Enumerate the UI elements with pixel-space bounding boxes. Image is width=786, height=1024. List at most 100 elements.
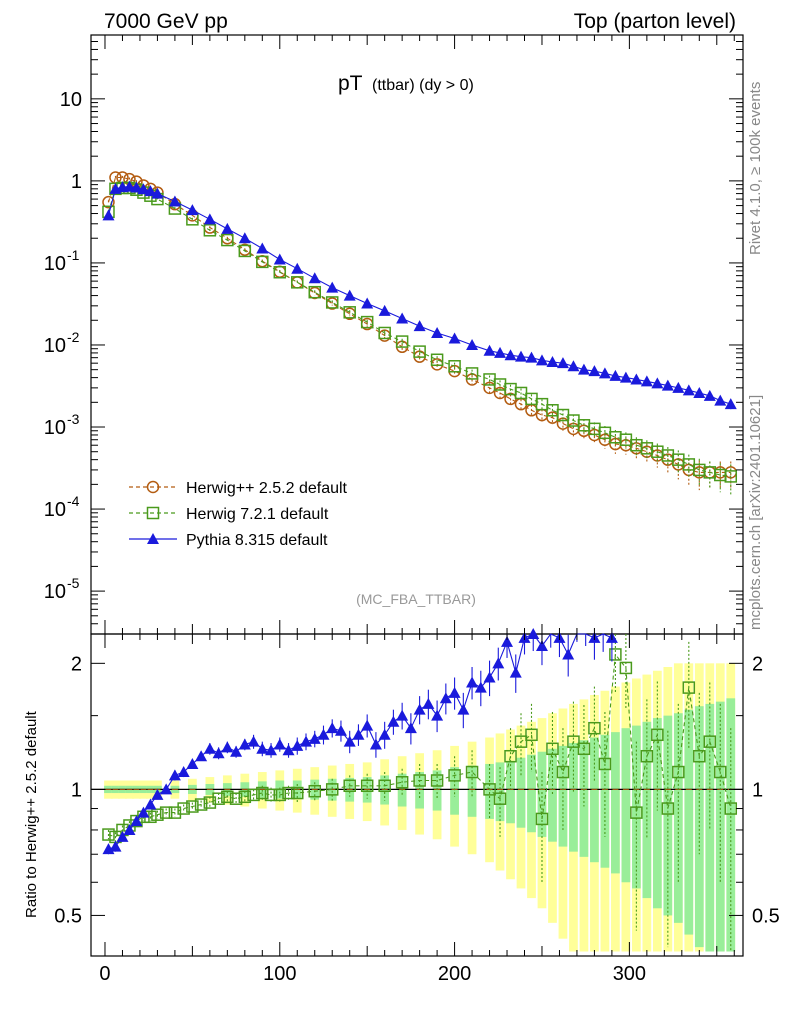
point-pythia xyxy=(413,320,426,332)
ratio-xtick-label: 300 xyxy=(613,963,646,985)
ratio-point-pythia xyxy=(317,728,330,740)
ratio-point-herwig721 xyxy=(661,802,675,815)
ratio-point-pythia xyxy=(334,724,347,736)
ratio-point-pythia xyxy=(413,703,426,715)
band-green-bin xyxy=(715,701,725,952)
ratio-point-pythia xyxy=(160,783,173,795)
ratio-point-herwig721 xyxy=(504,749,517,763)
point-herwig721 xyxy=(378,326,391,340)
ratio-point-pythia xyxy=(221,741,234,753)
ratio-point-herwig721 xyxy=(546,742,559,756)
point-herwig252 xyxy=(102,195,115,209)
point-herwig721 xyxy=(238,244,252,258)
main-ytick-exponent: -4 xyxy=(67,493,80,509)
ratio-point-herwig721 xyxy=(203,796,217,809)
ratio-xtick-label: 200 xyxy=(438,963,471,985)
point-pythia xyxy=(221,222,234,234)
point-pythia xyxy=(151,187,164,199)
ratio-point-herwig721 xyxy=(465,765,479,779)
ratio-point-herwig721 xyxy=(159,806,173,819)
point-pythia xyxy=(203,213,216,225)
main-ytick-label: 10 xyxy=(44,335,66,357)
point-pythia xyxy=(186,204,199,216)
ratio-panel-frame xyxy=(90,633,744,957)
ratio-point-herwig721 xyxy=(186,800,199,813)
ratio-point-herwig721 xyxy=(256,786,269,800)
chart-title: pT xyxy=(338,72,363,95)
point-herwig721 xyxy=(221,233,234,247)
band-green-bin xyxy=(506,760,515,824)
point-pythia xyxy=(714,394,727,406)
ratio-series-herwig721 xyxy=(102,634,738,952)
main-ytick-label: 10 xyxy=(44,499,66,521)
point-herwig721 xyxy=(360,315,374,329)
point-pythia xyxy=(609,369,622,381)
point-pythia xyxy=(102,209,115,221)
point-pythia xyxy=(619,371,632,383)
ratio-point-herwig721 xyxy=(378,779,391,793)
ratio-point-herwig721 xyxy=(273,788,287,802)
point-pythia xyxy=(567,360,580,372)
point-pythia xyxy=(494,346,507,358)
ratio-xtick-label: 0 xyxy=(99,963,110,985)
band-green-bin xyxy=(537,751,547,837)
point-pythia xyxy=(693,386,706,398)
ratio-point-herwig721 xyxy=(493,792,507,805)
point-herwig721 xyxy=(308,285,321,299)
ratio-point-herwig721 xyxy=(525,728,538,742)
point-pythia xyxy=(703,389,716,401)
band-green-bin xyxy=(621,728,631,883)
main-ytick-exponent: -1 xyxy=(67,247,80,263)
ratio-point-herwig721 xyxy=(282,786,295,800)
point-herwig721 xyxy=(203,224,217,237)
main-ytick-label: 1 xyxy=(71,171,82,193)
ratio-point-pythia xyxy=(535,639,548,651)
ratio-point-pythia xyxy=(474,681,487,693)
point-pythia xyxy=(630,373,643,385)
point-pythia xyxy=(724,398,737,410)
series-line-pythia xyxy=(107,186,731,405)
point-herwig721 xyxy=(448,360,461,373)
point-herwig721 xyxy=(325,296,339,309)
ratio-point-pythia xyxy=(466,676,479,688)
ratio-point-herwig721 xyxy=(672,765,685,779)
ratio-point-pythia xyxy=(527,628,540,639)
point-pythia xyxy=(137,183,150,195)
main-plot-layer xyxy=(102,171,738,495)
point-herwig721 xyxy=(395,335,409,348)
ratio-point-pythia xyxy=(151,788,164,800)
ratio-xtick-label: 100 xyxy=(263,963,296,985)
ratio-ytick-label-right: 2 xyxy=(752,653,763,675)
point-herwig721 xyxy=(273,265,287,279)
ratio-point-herwig721 xyxy=(343,779,356,793)
ratio-point-herwig721 xyxy=(640,749,654,763)
ratio-point-pythia xyxy=(509,666,522,678)
point-pythia xyxy=(651,377,664,389)
main-ytick-exponent: -2 xyxy=(67,329,80,345)
point-herwig721 xyxy=(724,470,738,483)
ratio-point-herwig721 xyxy=(177,802,190,815)
ratio-point-pythia xyxy=(369,738,382,750)
point-pythia xyxy=(326,281,339,293)
ratio-point-herwig721 xyxy=(102,828,115,841)
ratio-point-herwig721 xyxy=(448,769,461,782)
ratio-ytick-label-right: 1 xyxy=(752,779,763,801)
series-line-herwig252 xyxy=(107,176,731,473)
ratio-point-pythia xyxy=(457,703,470,715)
band-green-bin xyxy=(673,713,683,923)
ratio-point-pythia xyxy=(378,728,391,740)
ratio-point-pythia xyxy=(343,735,356,747)
header-right: Top (parton level) xyxy=(574,10,736,33)
ratio-point-pythia xyxy=(404,722,417,734)
legend-label-herwig252: Herwig++ 2.5.2 default xyxy=(186,480,348,497)
point-pythia xyxy=(515,350,528,362)
point-pythia xyxy=(661,379,674,391)
ratio-point-pythia xyxy=(439,692,452,704)
band-green-bin xyxy=(527,754,536,833)
ratio-point-pythia xyxy=(501,635,514,647)
ratio-point-herwig721 xyxy=(308,784,321,798)
band-green-bin xyxy=(548,748,557,842)
ratio-point-herwig721 xyxy=(229,792,243,805)
point-herwig721 xyxy=(465,367,479,380)
ratio-point-herwig721 xyxy=(483,783,496,796)
